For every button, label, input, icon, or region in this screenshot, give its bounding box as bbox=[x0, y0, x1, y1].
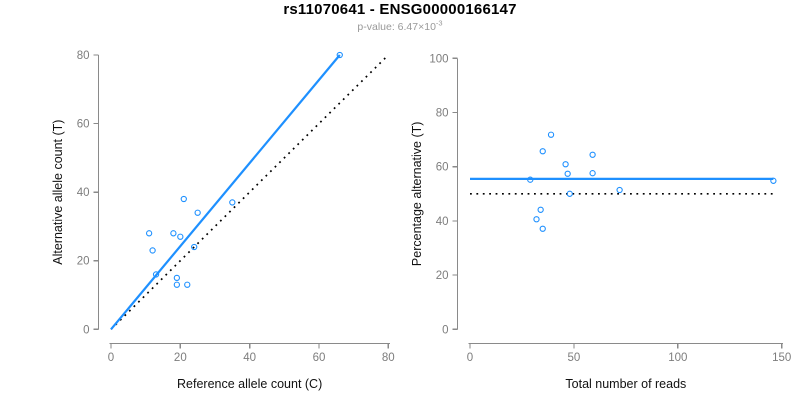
percentage-vs-reads-data-point bbox=[537, 206, 544, 213]
allele-counts-data-point bbox=[152, 271, 160, 278]
percentage-vs-reads-data-point bbox=[547, 131, 555, 138]
allele-counts-y-tick-label: 40 bbox=[77, 187, 90, 199]
percentage-vs-reads-y-tick-label: 40 bbox=[436, 216, 449, 228]
percentage-vs-reads-x-tick-label: 0 bbox=[467, 352, 473, 364]
allele-counts-x-tick-label: 40 bbox=[243, 352, 256, 364]
allele-counts-data-point bbox=[194, 209, 201, 216]
allele-counts-data-point bbox=[149, 247, 156, 254]
percentage-vs-reads-data-point bbox=[564, 170, 571, 177]
percentage-vs-reads-data-point bbox=[562, 161, 569, 168]
percentage-vs-reads-data-point bbox=[616, 186, 623, 194]
allele-counts-x-tick-label: 60 bbox=[313, 352, 326, 364]
allele-counts-data-point bbox=[173, 281, 181, 288]
allele-counts-y-tick-label: 0 bbox=[83, 324, 89, 336]
allele-counts-data-point bbox=[173, 274, 181, 282]
percentage-vs-reads-data-point bbox=[539, 225, 546, 232]
allele-counts-data-point bbox=[145, 230, 153, 237]
p-value-text: p-value: 6.47×10 bbox=[357, 21, 436, 33]
percentage-vs-reads-y-tick-label: 20 bbox=[436, 270, 449, 282]
p-value-subtitle: p-value: 6.47×10-3 bbox=[0, 18, 800, 33]
identity-line bbox=[110, 54, 389, 330]
allele-counts-data-point bbox=[177, 233, 184, 240]
percentage-vs-reads-y-tick-label: 100 bbox=[429, 53, 448, 65]
percentage-vs-reads-data-point bbox=[566, 190, 573, 197]
allele-counts-data-point bbox=[191, 243, 198, 251]
fit-line bbox=[110, 54, 341, 331]
percentage-vs-reads-y-axis-title: Percentage alternative (T) bbox=[410, 122, 424, 267]
allele-counts-y-tick-label: 20 bbox=[77, 256, 90, 268]
percentage-vs-reads-data-point bbox=[527, 176, 534, 183]
allele-counts-data-point bbox=[180, 195, 187, 203]
allele-counts-x-tick-label: 80 bbox=[382, 352, 395, 364]
percentage-vs-reads-data-point bbox=[539, 148, 546, 155]
percentage-vs-reads-y-tick-label: 60 bbox=[436, 162, 449, 174]
allele-counts-data-point bbox=[336, 51, 343, 59]
percentage-vs-reads-x-tick-label: 100 bbox=[668, 352, 687, 364]
percentage-vs-reads-data-point bbox=[770, 177, 777, 184]
allele-counts-x-tick-label: 20 bbox=[174, 352, 187, 364]
page-title: rs11070641 - ENSG00000166147 bbox=[283, 1, 517, 18]
percentage-vs-reads-data-point bbox=[589, 151, 596, 158]
p-value-exponent: -3 bbox=[435, 18, 443, 28]
allele-counts-data-point bbox=[184, 281, 191, 288]
allele-counts-data-point bbox=[229, 199, 236, 206]
percentage-vs-reads-y-tick-label: 0 bbox=[442, 324, 448, 336]
percentage-vs-reads-x-tick-label: 50 bbox=[568, 352, 581, 364]
percentage-vs-reads-x-axis-title: Total number of reads bbox=[565, 377, 686, 391]
percentage-vs-reads-data-point bbox=[589, 170, 596, 177]
allele-counts-x-axis-title: Reference allele count (C) bbox=[177, 377, 322, 391]
percentage-vs-reads-y-tick-label: 80 bbox=[436, 108, 449, 120]
allele-counts-y-tick-label: 80 bbox=[77, 50, 90, 62]
allele-counts-data-point bbox=[170, 230, 177, 237]
allele-counts-y-axis-title: Alternative allele count (T) bbox=[51, 120, 65, 265]
percentage-vs-reads-data-point bbox=[533, 216, 540, 223]
percentage-vs-reads-x-tick-label: 150 bbox=[772, 352, 791, 364]
allele-counts-x-tick-label: 0 bbox=[108, 352, 114, 364]
allele-counts-y-tick-label: 60 bbox=[77, 119, 90, 131]
